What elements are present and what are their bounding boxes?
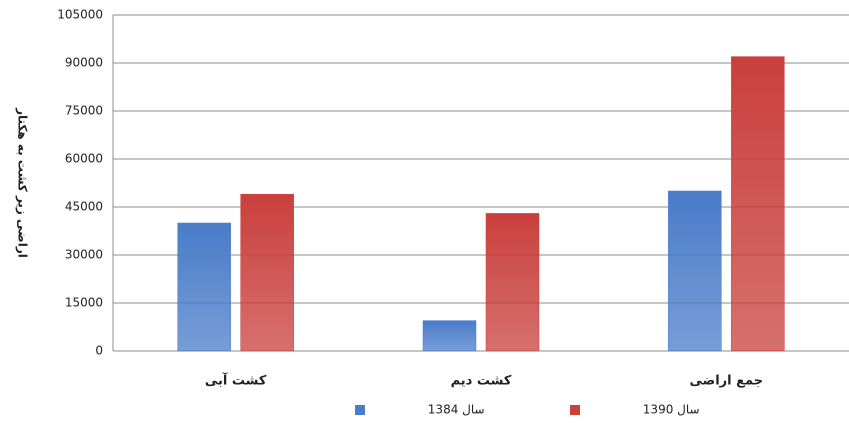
y-tick-label: 60000	[65, 152, 103, 166]
y-tick-label: 75000	[65, 104, 103, 118]
legend-label: سال 1384	[428, 403, 485, 417]
legend-swatch	[570, 405, 580, 415]
x-tick-label: کشت آبی	[205, 372, 267, 389]
legend-label: سال 1390	[643, 403, 700, 417]
y-tick-label: 0	[95, 344, 103, 358]
x-tick-label: کشت دیم	[451, 374, 512, 389]
x-tick-label: جمع اراضی	[690, 374, 764, 389]
bar	[177, 222, 231, 352]
y-tick-label: 90000	[65, 56, 103, 70]
bar	[422, 320, 477, 352]
y-tick-label: 105000	[57, 8, 103, 22]
y-tick-label: 30000	[65, 248, 103, 262]
y-tick-label: 15000	[65, 296, 103, 310]
bar	[240, 193, 294, 352]
legend-swatch	[355, 405, 365, 415]
bar	[731, 56, 785, 352]
bar	[485, 213, 540, 352]
bar	[668, 190, 722, 352]
y-axis-label: اراضی زیر کشت به هکتار	[16, 107, 30, 258]
y-tick-label: 45000	[65, 200, 103, 214]
